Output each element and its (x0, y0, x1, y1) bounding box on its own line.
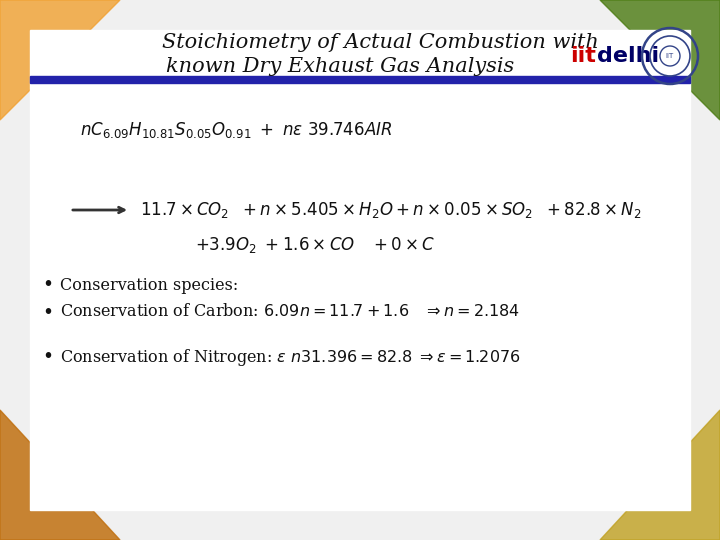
Text: Conservation of Nitrogen: $\varepsilon\ n31.396 = 82.8\ \Rightarrow \varepsilon : Conservation of Nitrogen: $\varepsilon\ … (60, 347, 521, 368)
Text: iit: iit (570, 46, 596, 66)
Text: IIT: IIT (666, 53, 674, 59)
Text: Conservation species:: Conservation species: (60, 276, 238, 294)
Text: known Dry Exhaust Gas Analysis: known Dry Exhaust Gas Analysis (166, 57, 514, 76)
Bar (30, 76, 690, 83)
Text: $+3.9O_2\ +1.6\times CO\quad +0\times C$: $+3.9O_2\ +1.6\times CO\quad +0\times C$ (195, 235, 435, 255)
Text: •: • (42, 348, 53, 367)
Text: Conservation of Carbon: $6.09n = 11.7+1.6$$\quad\Rightarrow n = \mathit{2.184}$: Conservation of Carbon: $6.09n = 11.7+1.… (60, 303, 520, 321)
Text: $nC_{6.09}H_{10.81}S_{0.05}O_{0.91}\ +\ n\varepsilon\ 39.746\mathit{AIR}$: $nC_{6.09}H_{10.81}S_{0.05}O_{0.91}\ +\ … (80, 120, 392, 140)
Polygon shape (0, 0, 120, 120)
Bar (30, 30, 690, 510)
Text: Stoichiometry of Actual Combustion with: Stoichiometry of Actual Combustion with (161, 33, 598, 52)
Polygon shape (600, 410, 720, 540)
Text: $11.7\times CO_2\ \ +n\times 5.405\times H_2O+n\times 0.05\times SO_2\ \ +82.8\t: $11.7\times CO_2\ \ +n\times 5.405\times… (140, 200, 642, 220)
Text: delhi: delhi (597, 46, 659, 66)
Text: •: • (42, 275, 53, 294)
Polygon shape (0, 410, 120, 540)
Text: •: • (42, 302, 53, 321)
Polygon shape (600, 0, 720, 120)
